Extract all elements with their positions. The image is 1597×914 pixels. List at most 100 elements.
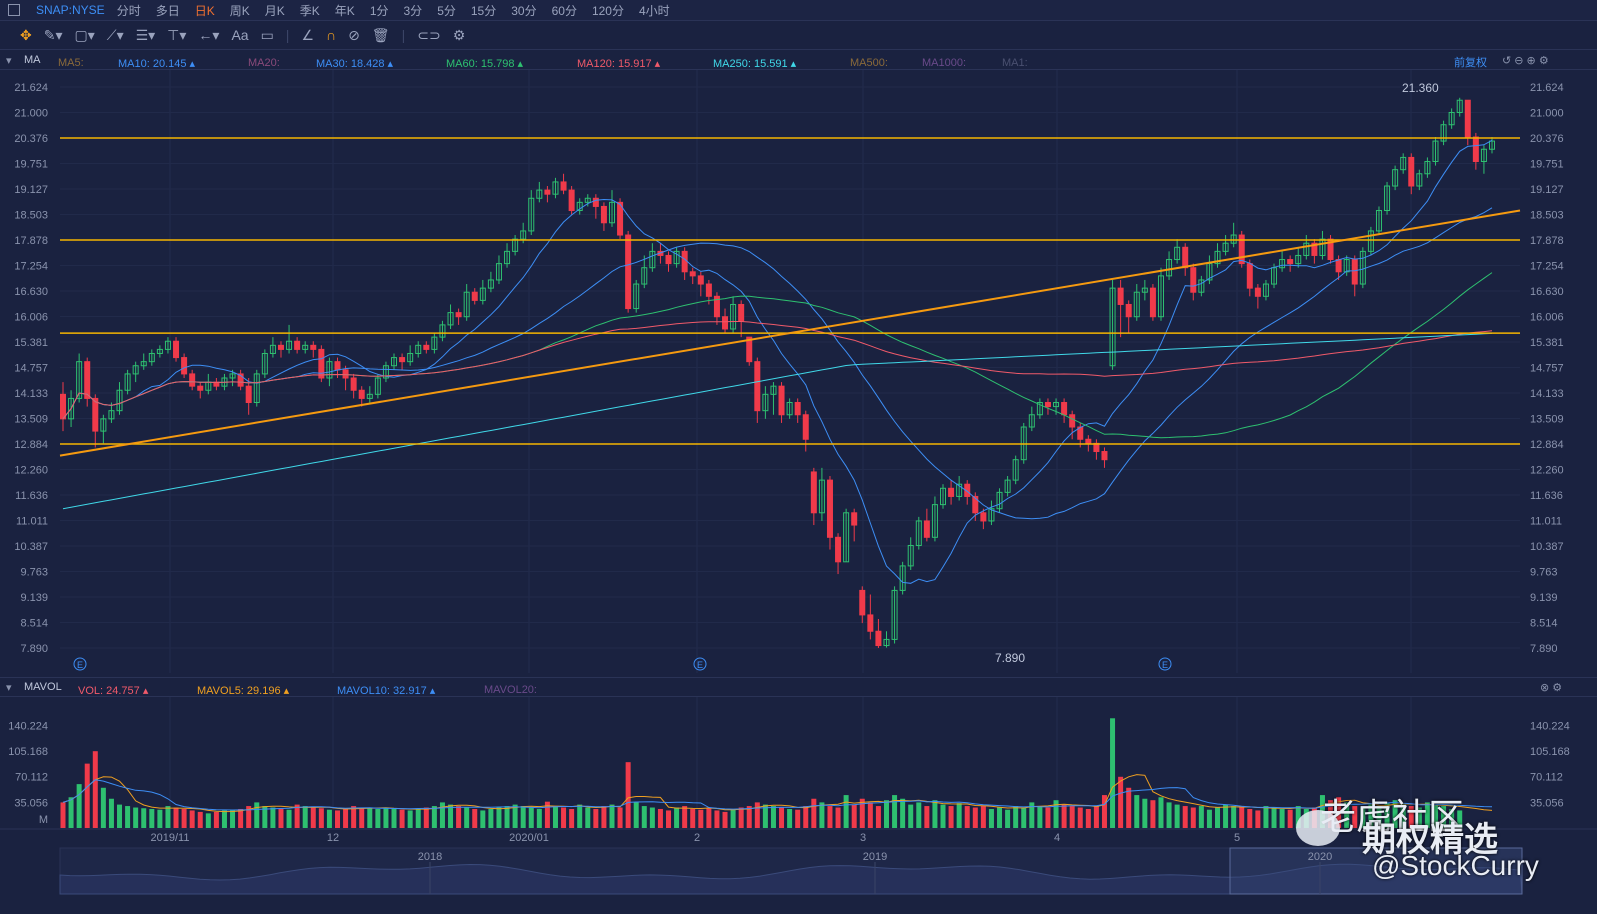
price-tick-right: 18.503 [1530, 209, 1564, 221]
period-tab[interactable]: 5分 [437, 3, 456, 18]
candle-body [617, 201, 624, 236]
candle-body [455, 312, 462, 318]
volume-bar [359, 807, 365, 828]
collapse-icon[interactable]: ▾ [6, 682, 12, 694]
legend-item[interactable]: MA500: [850, 57, 888, 69]
period-tab[interactable]: 年K [334, 3, 355, 18]
volume-bar [383, 807, 389, 828]
price-tick-right: 11.636 [1530, 490, 1563, 502]
legend-item[interactable]: MA10: 20.145 ▴ [118, 58, 196, 70]
period-tab[interactable]: 周K [229, 3, 250, 18]
volume-bar [698, 809, 704, 828]
arrow-icon[interactable]: ←▾ [198, 26, 220, 43]
legend-item[interactable]: VOL: 24.757 ▴ [78, 685, 149, 697]
rect-icon[interactable]: ▢▾ [74, 26, 95, 43]
candle-body [253, 373, 260, 404]
text-tool-button[interactable]: Aa [231, 27, 249, 43]
candle-body [560, 181, 567, 191]
trash-icon[interactable]: 🗑 [371, 26, 390, 43]
candle-body [269, 344, 276, 354]
period-tab[interactable]: 季K [299, 3, 320, 18]
vol-tick-right: 70.112 [1530, 772, 1563, 784]
volume-bar [1416, 807, 1422, 828]
ruler-icon[interactable]: ∠ [301, 26, 314, 43]
move-icon[interactable]: ✥ [20, 26, 32, 43]
legend-item[interactable]: MAVOL10: 32.917 ▴ [337, 685, 436, 697]
ma-title[interactable]: MA [24, 54, 41, 66]
price-tick-right: 9.763 [1530, 566, 1558, 578]
vol-tick-left: 35.056 [14, 797, 48, 809]
volume-bar [310, 807, 316, 828]
period-tab[interactable]: 月K [264, 3, 285, 18]
candle-body [980, 512, 987, 522]
earnings-marker [1158, 657, 1172, 671]
earnings-marker-label: E [697, 660, 703, 670]
legend-item[interactable]: MA1: [1002, 57, 1028, 69]
adjust-mode-button[interactable]: 前复权 [1454, 57, 1487, 69]
volume-bar [1206, 809, 1212, 828]
legend-item[interactable]: MAVOL20: [484, 684, 537, 696]
volume-bar [972, 807, 978, 828]
period-tab[interactable]: 3分 [403, 3, 423, 18]
high-label: 21.360 [1402, 81, 1439, 95]
candle-body [1351, 259, 1358, 285]
volume-bar [1061, 804, 1067, 828]
symbol-label[interactable]: SNAP:NYSE [36, 3, 105, 17]
period-tab[interactable]: 多日 [155, 3, 180, 18]
date-tick: 5 [1234, 832, 1240, 844]
period-tab[interactable]: 60分 [551, 3, 577, 18]
period-tab[interactable]: 分时 [116, 3, 141, 18]
volume-bar [92, 751, 98, 828]
legend-item[interactable]: MA1000: [922, 57, 967, 69]
candle-body [415, 344, 422, 354]
settings-icon[interactable]: ⚙ [452, 26, 466, 43]
list-icon[interactable]: ☰▾ [135, 26, 156, 43]
volume-bar [278, 808, 284, 828]
volume-bar [1198, 806, 1204, 828]
draw-icon[interactable]: ✎▾ [43, 26, 63, 43]
legend-item[interactable]: MA30: 18.428 ▴ [316, 58, 394, 70]
legend-item[interactable]: MA5: [58, 57, 84, 69]
volume-bar [674, 807, 680, 828]
earnings-marker-label: E [1162, 660, 1168, 670]
candle-body [358, 389, 365, 399]
volume-bar [181, 808, 187, 828]
volume-bar [1077, 807, 1083, 828]
tower-icon[interactable]: ⊤▾ [167, 26, 187, 43]
period-tab[interactable]: 1分 [369, 3, 389, 18]
period-tab[interactable]: 30分 [511, 3, 537, 18]
candle-body [713, 295, 720, 318]
legend-item[interactable]: MA60: 15.798 ▴ [446, 58, 524, 70]
candle-body [173, 340, 180, 359]
hide-icon[interactable]: ⊘ [348, 26, 360, 43]
link-icon[interactable]: ⊂⊃ [417, 26, 441, 43]
candle-body [1287, 259, 1294, 265]
close-icon[interactable]: ⊗ ⚙ [1540, 682, 1563, 694]
period-tab[interactable]: 120分 [591, 3, 624, 18]
layout-toggle-icon[interactable] [8, 4, 20, 16]
price-tick-right: 13.509 [1530, 413, 1564, 425]
volume-bar [189, 810, 195, 828]
price-tick-right: 15.381 [1530, 337, 1564, 349]
collapse-icon[interactable]: ▾ [6, 55, 12, 67]
wave-icon[interactable]: ⟋▾ [106, 26, 124, 43]
comment-icon[interactable]: ▭ [260, 26, 274, 43]
period-tab[interactable]: 日K [194, 3, 215, 18]
candle-body [1214, 250, 1221, 265]
magnet-icon[interactable]: ∩ [326, 27, 337, 43]
volume-bar [1085, 808, 1091, 828]
vol-tick-right: 140.224 [1530, 720, 1570, 732]
candle-body [1101, 451, 1108, 461]
legend-item[interactable]: MA250: 15.591 ▴ [713, 58, 797, 70]
period-tab[interactable]: 15分 [470, 3, 497, 18]
legend-item[interactable]: MAVOL5: 29.196 ▴ [197, 685, 290, 697]
candle-body [1061, 402, 1068, 416]
reset-icon[interactable]: ↺ ⊖ ⊕ ⚙ [1502, 55, 1549, 67]
date-tick: 2020/01 [509, 832, 549, 844]
legend-item[interactable]: MA20: [248, 57, 280, 69]
vol-title[interactable]: MAVOL [24, 681, 62, 693]
period-tab[interactable]: 4小时 [638, 3, 670, 18]
price-tick-right: 12.884 [1530, 439, 1564, 451]
legend-item[interactable]: MA120: 15.917 ▴ [577, 58, 661, 70]
